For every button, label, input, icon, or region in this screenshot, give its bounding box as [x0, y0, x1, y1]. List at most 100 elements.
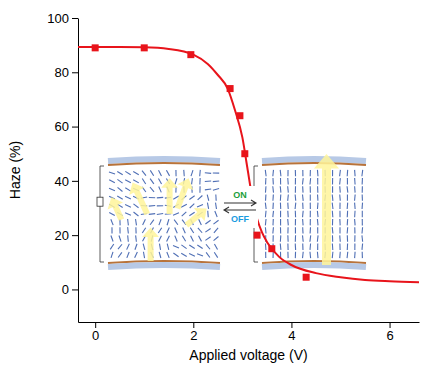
lc-molecule	[309, 252, 311, 258]
tick: 80	[55, 65, 78, 80]
lc-molecule	[175, 178, 177, 184]
lc-molecule	[302, 203, 303, 209]
lc-molecule	[354, 244, 355, 250]
lc-molecule	[339, 178, 341, 184]
lc-molecule	[339, 235, 341, 241]
lc-molecule	[302, 211, 304, 217]
lc-molecule	[127, 219, 129, 225]
annotation: ON	[233, 190, 247, 200]
lc-molecule	[111, 252, 113, 258]
y-axis: 020406080100	[47, 11, 78, 323]
lc-molecule	[295, 219, 296, 225]
lc-molecule	[149, 205, 155, 207]
lc-molecule	[309, 235, 311, 241]
lc-molecule	[213, 220, 218, 224]
lc-molecule	[213, 172, 219, 173]
lc-molecule	[158, 228, 161, 233]
lc-molecule	[280, 186, 282, 192]
lc-molecule	[167, 236, 170, 242]
light-arrow	[108, 197, 125, 221]
lc-molecule	[159, 252, 161, 258]
lc-molecule	[339, 194, 341, 200]
lc-molecule	[198, 195, 203, 199]
lc-molecule	[287, 178, 289, 184]
tick: 40	[55, 174, 78, 189]
lc-molecule	[287, 235, 288, 241]
lc-molecule	[125, 204, 131, 207]
lc-molecule	[173, 246, 179, 248]
cell-on	[251, 154, 366, 267]
lc-molecule	[142, 179, 145, 184]
lc-molecule	[339, 170, 341, 176]
substrate	[262, 163, 366, 165]
lc-molecule	[111, 227, 112, 233]
lc-molecule	[119, 227, 120, 233]
lc-molecule	[347, 252, 349, 258]
lc-molecule	[287, 244, 288, 250]
lc-molecule	[265, 252, 266, 258]
lc-molecule	[280, 235, 282, 241]
data-point	[303, 274, 310, 281]
tick-mark	[72, 72, 78, 73]
switch-arrow	[224, 207, 256, 213]
lc-molecule	[183, 227, 186, 233]
lc-molecule	[143, 252, 144, 258]
lc-molecule	[213, 180, 219, 182]
tick-mark	[72, 181, 78, 182]
x-axis: 0246	[79, 322, 420, 343]
switch-arrow	[224, 200, 256, 206]
lc-molecule	[287, 219, 289, 225]
plot-area	[78, 44, 419, 282]
y-axis-title: Haze (%)	[7, 141, 23, 199]
lc-molecule	[199, 186, 200, 192]
lc-molecule	[295, 244, 296, 250]
lc-molecule	[135, 219, 137, 225]
lc-molecule	[339, 227, 340, 233]
lc-molecule	[272, 178, 273, 184]
chart: 0246020406080100Applied voltage (V)Haze …	[0, 0, 425, 366]
lc-molecule	[157, 197, 163, 199]
lc-molecule	[272, 186, 274, 192]
lc-molecule	[150, 170, 153, 175]
lc-molecule	[287, 194, 289, 200]
lc-molecule	[287, 170, 288, 176]
lc-molecule	[347, 203, 349, 209]
lc-molecule	[198, 236, 201, 242]
lc-molecule	[150, 179, 154, 184]
lc-molecule	[125, 213, 131, 216]
lc-molecule	[197, 254, 203, 256]
lc-molecule	[215, 203, 217, 209]
lc-molecule	[295, 186, 296, 192]
tick: 6	[386, 322, 393, 343]
lc-molecule	[125, 180, 131, 183]
lc-molecule	[214, 228, 218, 233]
lc-molecule	[189, 196, 194, 200]
lc-molecule	[317, 235, 319, 241]
lc-molecule	[280, 219, 281, 225]
substrate	[108, 163, 220, 165]
lc-molecule	[280, 244, 282, 250]
lc-molecule	[191, 236, 194, 242]
lc-molecule	[310, 227, 311, 233]
axis-line	[79, 322, 420, 323]
lc-molecule	[332, 170, 333, 176]
light-arrow	[129, 183, 150, 216]
lc-molecule	[347, 178, 348, 184]
lc-molecule	[317, 219, 319, 225]
lc-molecule	[265, 219, 267, 225]
lc-molecule	[272, 227, 274, 233]
lc-molecule	[118, 244, 122, 249]
lc-molecule	[354, 194, 356, 200]
lc-molecule	[118, 252, 122, 257]
lc-molecule	[332, 211, 334, 217]
tick-mark	[72, 127, 78, 128]
lc-molecule	[361, 235, 363, 241]
lc-molecule	[317, 211, 319, 217]
lc-molecule	[205, 181, 211, 183]
lc-molecule	[175, 170, 176, 176]
substrate	[262, 159, 366, 161]
lc-molecule	[135, 227, 136, 233]
lc-molecule	[310, 219, 311, 225]
lc-molecule	[339, 211, 340, 217]
lc-molecule	[265, 244, 266, 250]
